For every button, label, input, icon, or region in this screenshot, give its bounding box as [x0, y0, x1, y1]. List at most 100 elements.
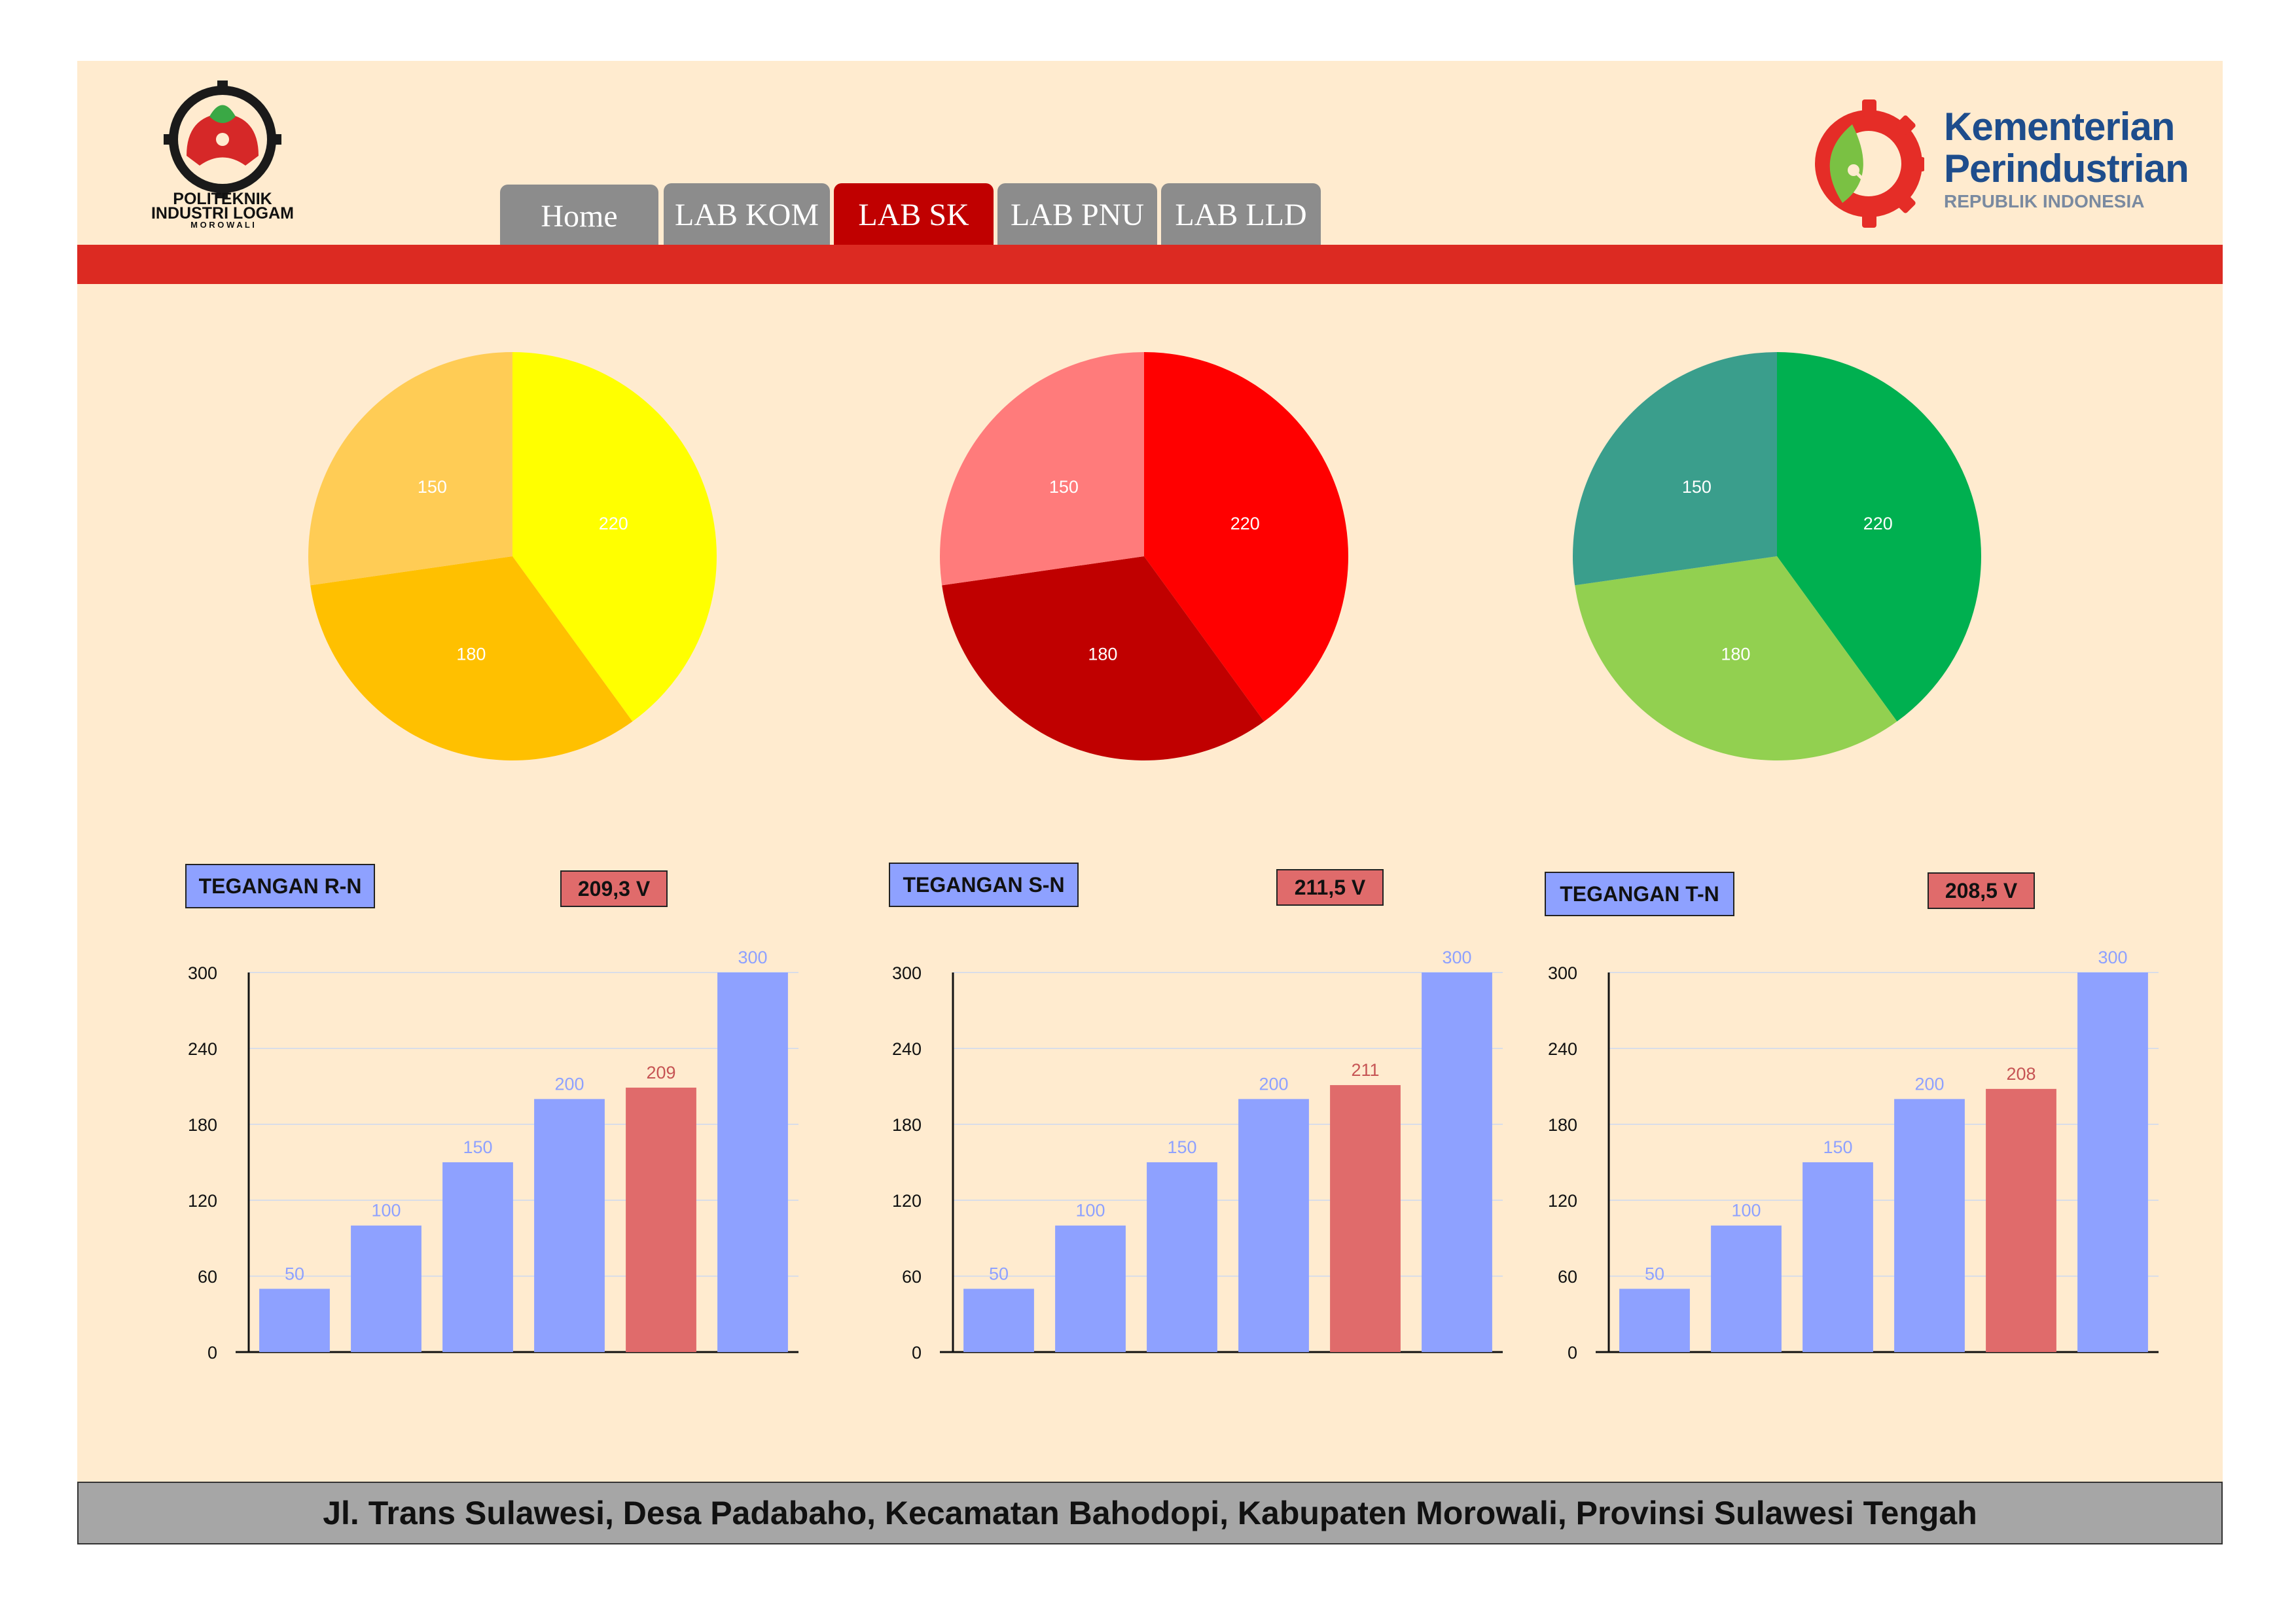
label-tegangan-rn: TEGANGAN R-N [185, 864, 375, 908]
y-tick-label: 120 [1548, 1191, 1577, 1211]
kementerian-logo: Kementerian Perindustrian REPUBLIK INDON… [1806, 98, 2189, 236]
bar-value-label: 208 [2006, 1064, 2036, 1084]
bar-chart-sn: 0 60 120 180 240 300 50 100 150 200 211 300 [892, 948, 1503, 1363]
logo-left-line3: M O R O W A L I [190, 220, 255, 230]
bar-value-label: 50 [285, 1264, 304, 1283]
bar [626, 1087, 696, 1352]
pie-slice [940, 352, 1144, 586]
y-tick-label: 240 [188, 1039, 217, 1059]
bar [1711, 1225, 1782, 1352]
tab-lab-pnu-label: LAB PNU [1010, 197, 1145, 232]
label-tegangan-rn-text: TEGANGAN R-N [198, 874, 362, 898]
label-tegangan-sn: TEGANGAN S-N [889, 863, 1079, 907]
y-tick-label: 300 [1548, 963, 1577, 983]
pie-slice-label: 220 [599, 514, 628, 533]
pie-slice-label: 220 [1230, 514, 1260, 533]
bar [1803, 1162, 1873, 1352]
pie-chart-3: 220 180 150 [1573, 352, 1981, 760]
pie-slice [1575, 556, 1897, 760]
bar [1422, 972, 1492, 1352]
bar [351, 1225, 422, 1352]
footer-address: Jl. Trans Sulawesi, Desa Padabaho, Kecam… [323, 1495, 1977, 1531]
bar-value-label: 50 [1645, 1264, 1664, 1283]
pie-slice [308, 352, 512, 586]
label-tegangan-sn-text: TEGANGAN S-N [903, 872, 1065, 897]
tab-lab-kom[interactable]: LAB KOM [664, 183, 830, 246]
y-tick-label: 0 [207, 1343, 217, 1363]
y-tick-label: 240 [892, 1039, 922, 1059]
pie-slice [1777, 352, 1981, 722]
y-tick-label: 180 [1548, 1115, 1577, 1135]
logo-right-line3: REPUBLIK INDONESIA [1944, 191, 2145, 211]
tab-home[interactable]: Home [500, 185, 658, 247]
pie-slice-label: 180 [1721, 644, 1750, 664]
pie-slice [512, 352, 717, 722]
y-tick-label: 300 [892, 963, 922, 983]
pie-slice-label: 150 [418, 477, 447, 497]
bar [717, 972, 788, 1352]
y-tick-label: 120 [188, 1191, 217, 1211]
pie-slice-label: 220 [1863, 514, 1893, 533]
gear-flower-icon [164, 80, 281, 198]
pie-slice-label: 150 [1049, 477, 1079, 497]
bar [1238, 1099, 1309, 1352]
politeknik-logo: POLITEKNIK INDUSTRI LOGAM M O R O W A L … [141, 77, 304, 234]
logo-right-line2: Perindustrian [1944, 147, 2189, 190]
bar-value-label: 200 [554, 1074, 584, 1094]
pie-chart-2: 220 180 150 [940, 352, 1348, 760]
tab-lab-sk-label: LAB SK [858, 197, 969, 232]
bar-value-label: 100 [371, 1201, 401, 1221]
pie-slice [1144, 352, 1348, 722]
value-tegangan-tn: 208,5 V [1928, 872, 2035, 909]
bar-value-label: 100 [1075, 1201, 1105, 1221]
y-tick-label: 180 [188, 1115, 217, 1135]
label-tegangan-tn-text: TEGANGAN T-N [1560, 882, 1719, 906]
bar [1619, 1289, 1690, 1352]
y-tick-label: 180 [892, 1115, 922, 1135]
y-tick-label: 60 [902, 1267, 922, 1287]
value-tegangan-rn-text: 209,3 V [577, 876, 651, 901]
y-tick-label: 60 [1558, 1267, 1577, 1287]
gear-leaf-icon [1815, 99, 1924, 228]
value-tegangan-rn: 209,3 V [560, 870, 668, 907]
label-tegangan-tn: TEGANGAN T-N [1545, 872, 1734, 916]
logo-right-line1: Kementerian [1944, 105, 2175, 149]
bar-value-label: 150 [1823, 1137, 1852, 1157]
value-tegangan-tn-text: 208,5 V [1945, 878, 2018, 902]
footer-address-bar: Jl. Trans Sulawesi, Desa Padabaho, Kecam… [77, 1482, 2223, 1544]
y-tick-label: 120 [892, 1191, 922, 1211]
bar-value-label: 200 [1259, 1074, 1288, 1094]
pie-chart-1: 220 180 150 [308, 352, 717, 760]
y-tick-label: 240 [1548, 1039, 1577, 1059]
y-tick-label: 0 [912, 1343, 922, 1363]
tab-lab-lld-label: LAB LLD [1175, 197, 1307, 232]
bar-value-label: 150 [1167, 1137, 1196, 1157]
tab-lab-sk[interactable]: LAB SK [834, 183, 994, 246]
pie-slice-label: 150 [1682, 477, 1712, 497]
bar [534, 1099, 605, 1352]
bar [1986, 1088, 2056, 1352]
bar [1147, 1162, 1217, 1352]
tab-lab-lld[interactable]: LAB LLD [1161, 183, 1321, 246]
bar-value-label: 200 [1914, 1074, 1944, 1094]
y-tick-label: 60 [198, 1267, 217, 1287]
logo-left-line2: INDUSTRI LOGAM [151, 204, 295, 223]
logo-left-line1: POLITEKNIK [173, 190, 272, 208]
tab-lab-pnu[interactable]: LAB PNU [997, 183, 1157, 246]
bar-value-label: 211 [1351, 1060, 1379, 1080]
bar [1055, 1225, 1126, 1352]
bar-value-label: 300 [738, 948, 767, 967]
bar [259, 1289, 330, 1352]
bar [1894, 1099, 1965, 1352]
bar [963, 1289, 1034, 1352]
bar-chart-tn: 0 60 120 180 240 300 50 100 150 200 208 300 [1548, 948, 2159, 1363]
bar-value-label: 300 [1442, 948, 1471, 967]
tab-home-label: Home [541, 198, 618, 234]
header-band [77, 245, 2223, 284]
bar-value-label: 209 [646, 1063, 675, 1082]
pie-slice [942, 556, 1265, 760]
pie-slice [1573, 352, 1777, 586]
bar-value-label: 50 [989, 1264, 1009, 1283]
pie-slice [310, 556, 633, 760]
value-tegangan-sn-text: 211,5 V [1294, 875, 1366, 899]
